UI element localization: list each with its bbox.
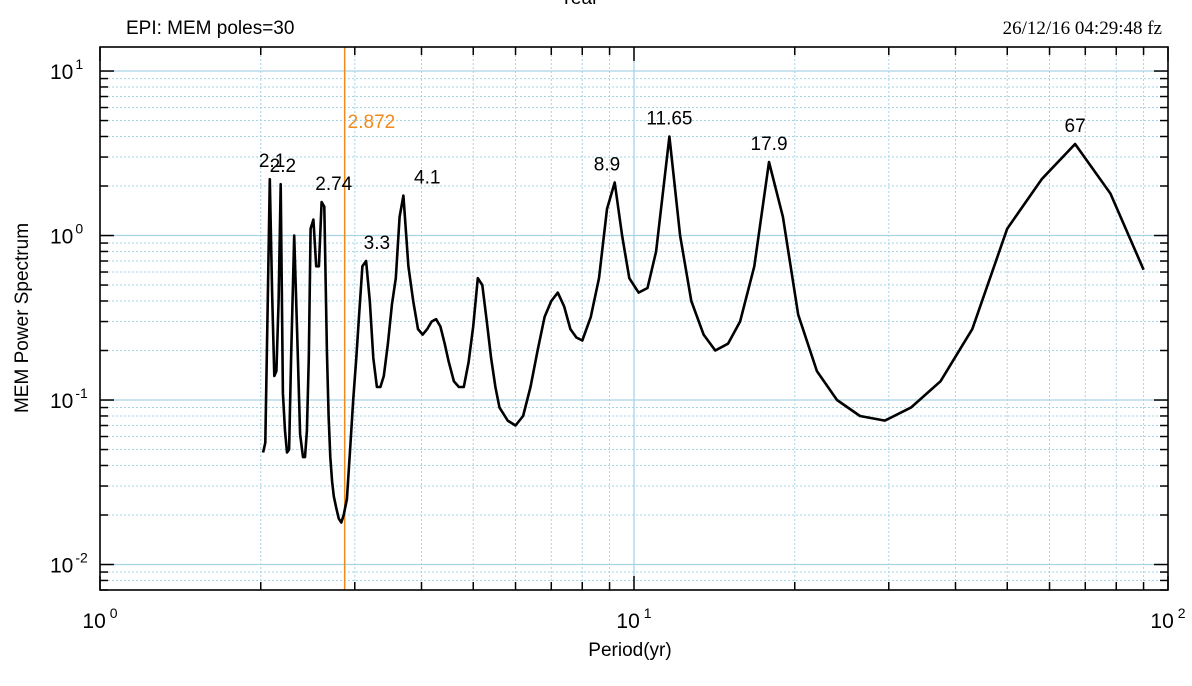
x-tick-label: 10 2	[1150, 605, 1185, 633]
peak-label: 4.1	[414, 168, 440, 189]
y-tick-label: 10 -2	[50, 550, 88, 578]
peak-label: 8.9	[594, 155, 620, 176]
y-tick-label: 10 1	[50, 56, 83, 84]
y-axis-label: MEM Power Spectrum	[12, 223, 33, 413]
peak-labels: 2.12.2 2.74 3.3 4.1 8.9 11.65 17.9 67	[259, 108, 1086, 254]
chart-title: Year	[560, 0, 598, 10]
peak-label: 2.2	[270, 156, 296, 177]
spectrum-series	[261, 135, 1145, 524]
x-tick-label: 10 0	[82, 605, 117, 633]
series-line-0	[261, 135, 1145, 524]
y-tick-label: 10 0	[50, 221, 83, 249]
x-axis-label: Period(yr)	[588, 640, 671, 661]
period-marker: 2.872	[343, 47, 396, 590]
timestamp-label: 26/12/16 04:29:48 fz	[1002, 18, 1162, 39]
peak-label: 2.74	[315, 174, 352, 195]
x-tick-label: 10 1	[616, 605, 651, 633]
grid	[100, 47, 1168, 590]
marker-label: 2.872	[348, 112, 396, 133]
peak-label: 17.9	[751, 134, 788, 155]
chart-subtitle: EPI: MEM poles=30	[126, 18, 295, 39]
peak-label: 67	[1065, 116, 1086, 137]
y-tick-label: 10 -1	[50, 385, 88, 413]
peak-label: 2.1	[259, 151, 285, 172]
peak-label: 11.65	[646, 108, 692, 129]
peak-label: 3.3	[364, 233, 390, 254]
